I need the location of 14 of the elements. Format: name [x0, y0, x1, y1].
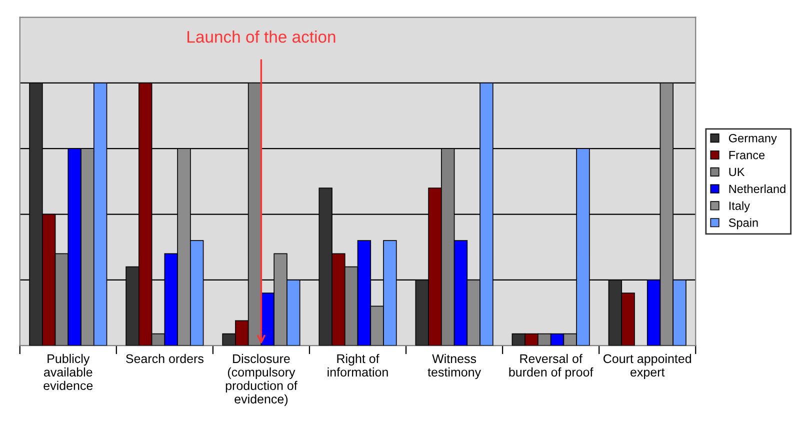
x-tick-label: Publicly available evidence	[44, 354, 93, 390]
legend-label: Spain	[728, 218, 758, 230]
x-tick-label: Reversal of burden of proof	[509, 354, 594, 380]
x-tick-label: Witness testimony	[428, 354, 482, 380]
legend-label: Italy	[729, 201, 750, 212]
annotation: Launch of the action	[188, 30, 336, 43]
x-tick-label: Court appointed expert	[604, 354, 692, 380]
x-tick-label: Search orders	[126, 354, 204, 364]
legend-label: Netherland	[729, 184, 786, 194]
x-tick-label: Right of information	[328, 354, 388, 377]
legend-label: UK	[729, 168, 745, 176]
x-tick-label: Disclosure (compulsory production of evidence)	[226, 354, 298, 406]
legend-label: France	[729, 151, 765, 160]
legend-label: Germany	[728, 134, 777, 145]
